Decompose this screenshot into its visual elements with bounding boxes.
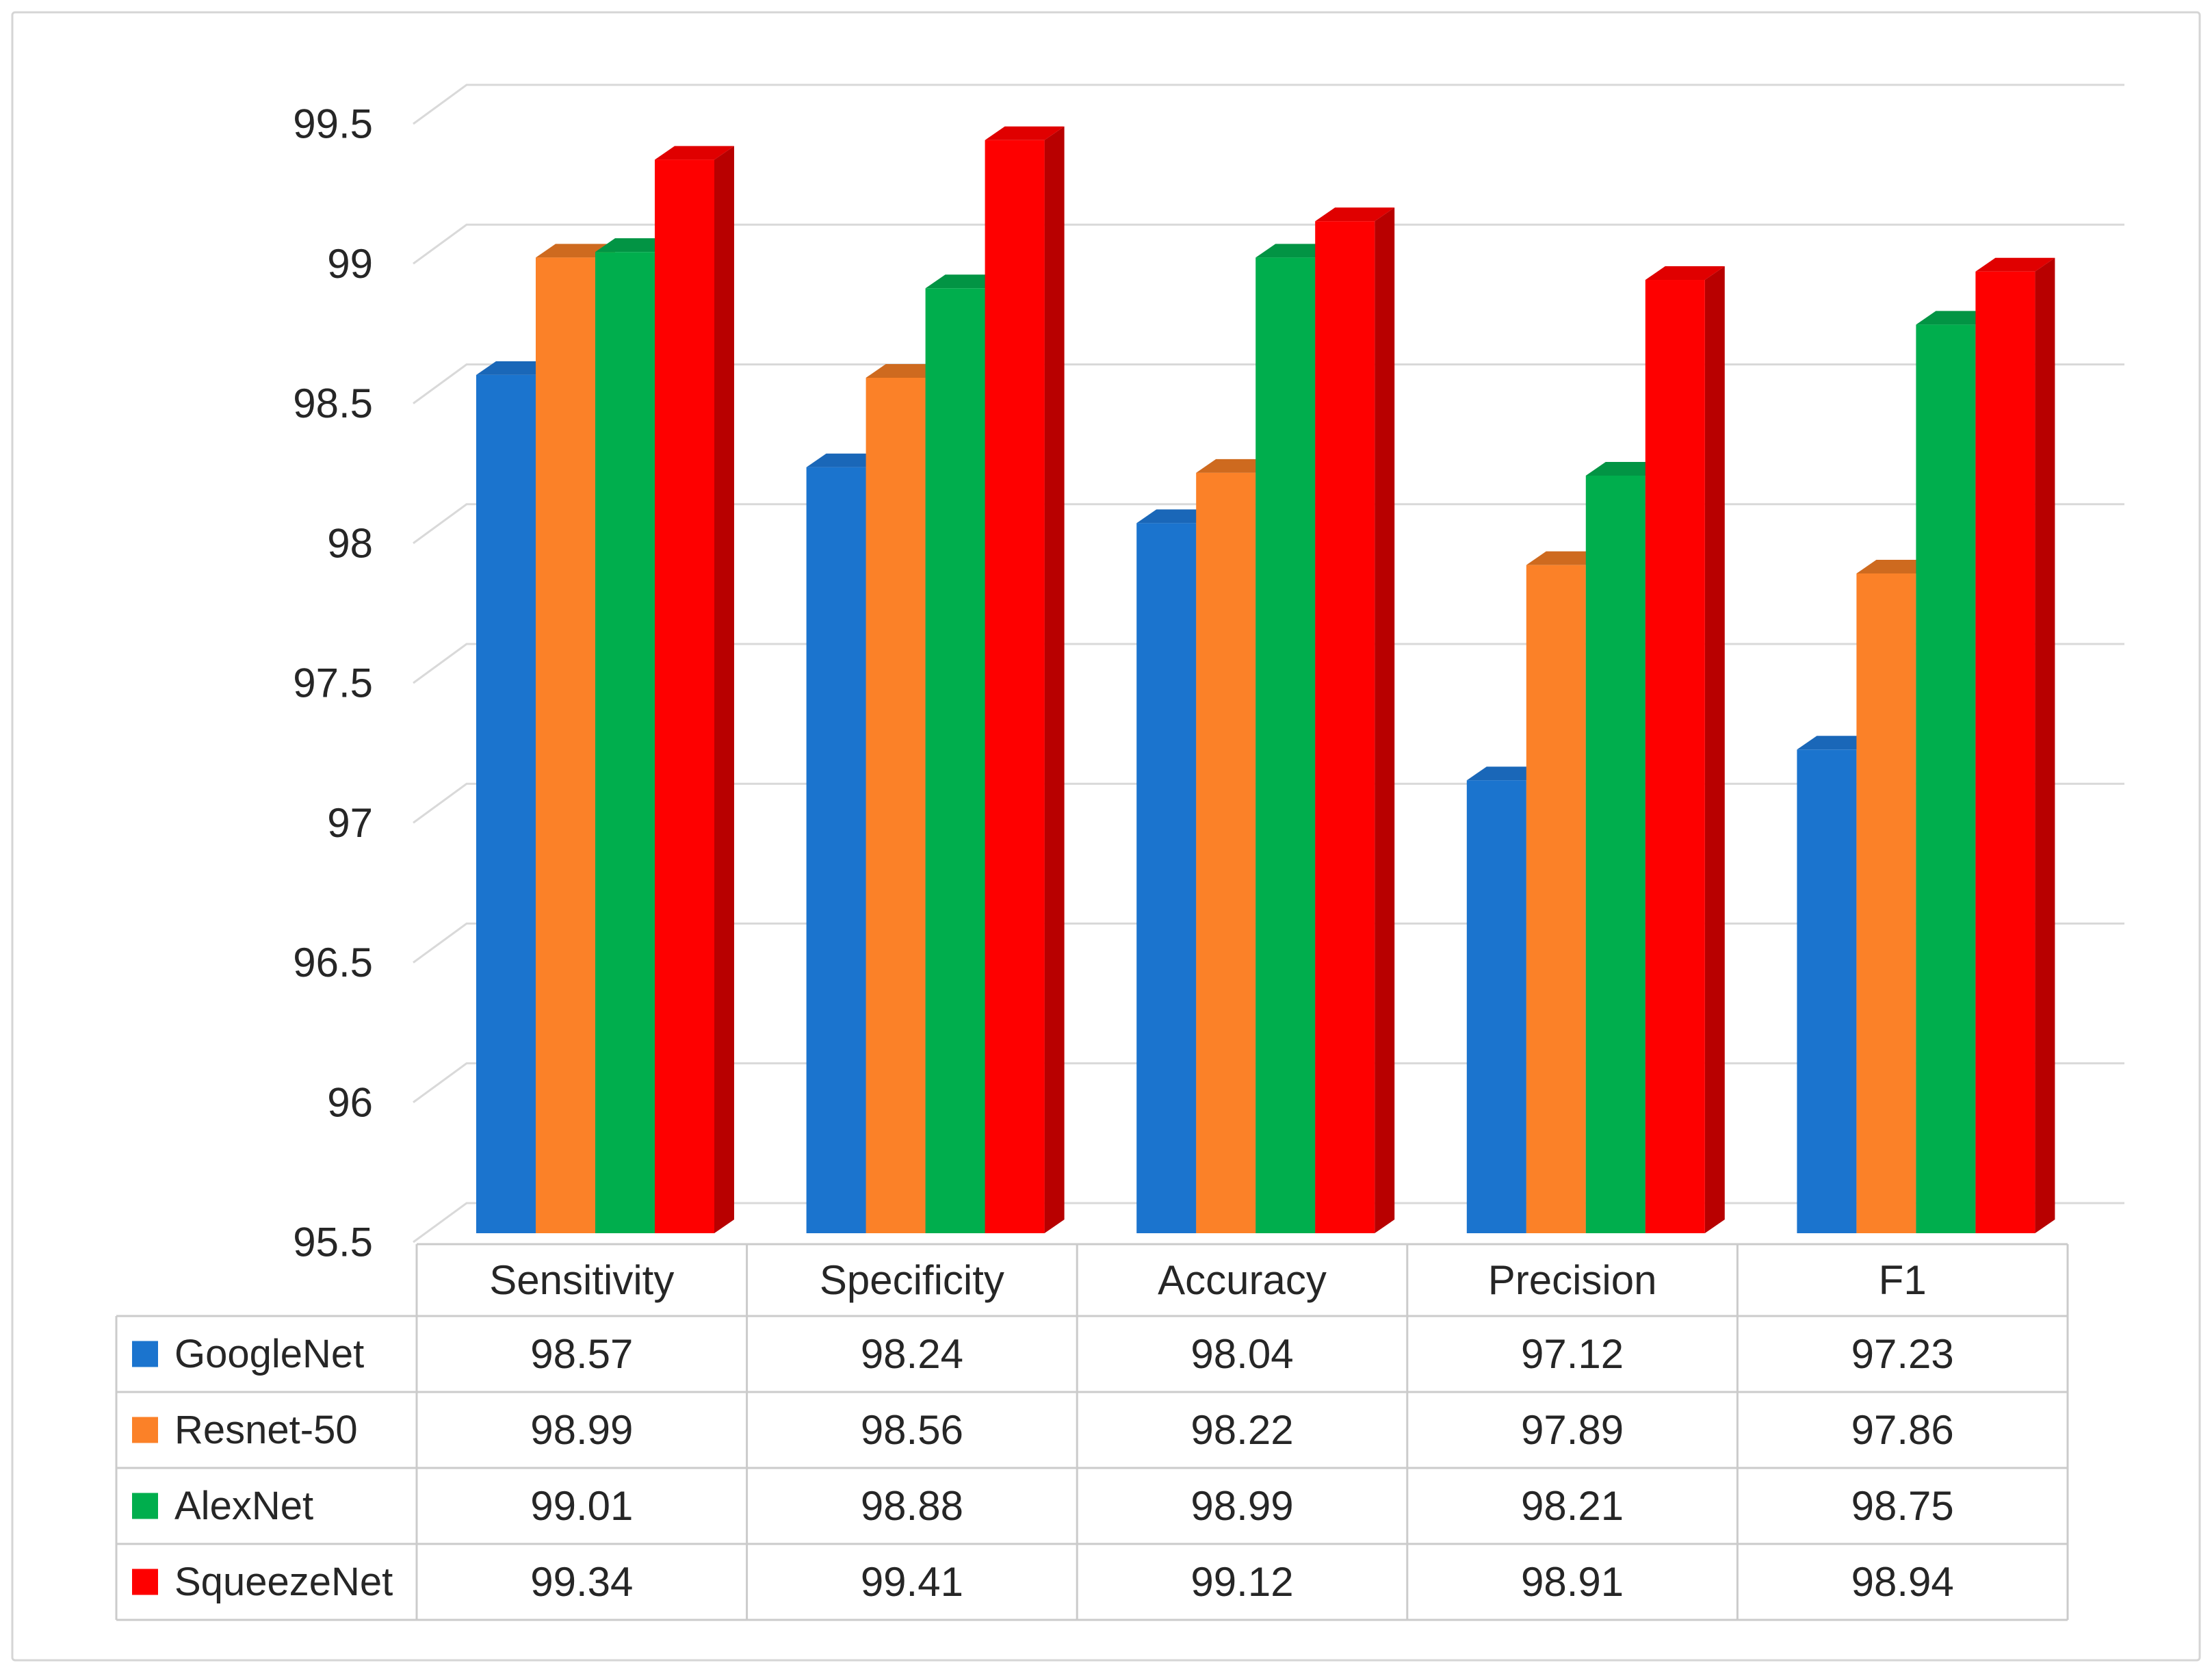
bar-GoogleNet-Precision (1466, 780, 1526, 1233)
bar-Resnet-50-Accuracy (1196, 472, 1256, 1233)
bar-GoogleNet-Specificity (806, 467, 866, 1234)
value-cell-SqueezeNet-Sensitivity: 99.34 (530, 1559, 633, 1605)
bar-side-SqueezeNet-Specificity (1044, 126, 1065, 1233)
bar-side-SqueezeNet-Precision (1704, 266, 1725, 1233)
value-cell-AlexNet-F1: 98.75 (1851, 1483, 1954, 1529)
bar-SqueezeNet-Precision (1645, 280, 1705, 1233)
y-axis-tick-label: 97.5 (293, 660, 373, 706)
bar-SqueezeNet-Specificity (985, 140, 1045, 1233)
legend-swatch-AlexNet (132, 1493, 158, 1519)
value-cell-GoogleNet-Accuracy: 98.04 (1190, 1331, 1293, 1377)
table-header-Precision: Precision (1488, 1257, 1657, 1303)
table-header-Specificity: Specificity (820, 1257, 1004, 1303)
bar-top-SqueezeNet-Precision (1645, 266, 1725, 281)
legend-label-GoogleNet: GoogleNet (174, 1332, 364, 1376)
table-header-F1: F1 (1879, 1257, 1927, 1303)
legend-label-AlexNet: AlexNet (174, 1484, 313, 1528)
value-cell-Resnet-50-Specificity: 98.56 (861, 1407, 963, 1453)
value-cell-GoogleNet-F1: 97.23 (1851, 1331, 1954, 1377)
bar-Resnet-50-Precision (1526, 565, 1586, 1233)
value-cell-Resnet-50-Accuracy: 98.22 (1190, 1407, 1293, 1453)
y-axis-tick-label: 99 (327, 241, 373, 287)
bar-AlexNet-Accuracy (1255, 257, 1316, 1234)
value-cell-SqueezeNet-Precision: 98.91 (1521, 1559, 1624, 1605)
y-axis-tick-label: 95.5 (293, 1220, 373, 1265)
y-axis-tick-label: 96 (327, 1079, 373, 1125)
bar-top-SqueezeNet-Specificity (985, 126, 1065, 140)
bar-SqueezeNet-F1 (1975, 271, 2035, 1233)
bar-GoogleNet-F1 (1797, 749, 1857, 1233)
value-cell-SqueezeNet-Accuracy: 99.12 (1190, 1559, 1293, 1605)
bar-side-SqueezeNet-Accuracy (1375, 207, 1395, 1234)
y-axis-tick-label: 98.5 (293, 381, 373, 426)
value-cell-AlexNet-Accuracy: 98.99 (1190, 1483, 1293, 1529)
bar-GoogleNet-Sensitivity (476, 374, 536, 1233)
bar-top-SqueezeNet-F1 (1975, 257, 2055, 272)
bar-Resnet-50-Sensitivity (536, 257, 595, 1234)
value-cell-GoogleNet-Sensitivity: 98.57 (530, 1331, 633, 1377)
value-cell-SqueezeNet-F1: 98.94 (1851, 1559, 1954, 1605)
bar-top-SqueezeNet-Sensitivity (655, 146, 734, 160)
y-axis-tick-label: 99.5 (293, 101, 373, 147)
legend-swatch-SqueezeNet (132, 1569, 158, 1595)
gridline (413, 503, 2124, 544)
value-cell-GoogleNet-Precision: 97.12 (1521, 1331, 1624, 1377)
bar-Resnet-50-Specificity (866, 377, 926, 1233)
bar-side-SqueezeNet-Sensitivity (714, 146, 734, 1234)
bar-AlexNet-Sensitivity (595, 252, 655, 1233)
bar-side-SqueezeNet-F1 (2035, 257, 2055, 1233)
bar-AlexNet-Specificity (925, 288, 985, 1233)
figure-border (11, 11, 2201, 1662)
value-cell-AlexNet-Specificity: 98.88 (861, 1483, 963, 1529)
legend-label-SqueezeNet: SqueezeNet (174, 1560, 393, 1604)
value-cell-AlexNet-Precision: 98.21 (1521, 1483, 1624, 1529)
y-axis-tick-label: 97 (327, 800, 373, 846)
table-header-Sensitivity: Sensitivity (489, 1257, 674, 1303)
value-cell-Resnet-50-F1: 97.86 (1851, 1407, 1954, 1453)
bar-AlexNet-F1 (1916, 324, 1976, 1233)
legend-label-Resnet-50: Resnet-50 (174, 1408, 358, 1452)
y-axis-tick-label: 96.5 (293, 940, 373, 985)
gridline (413, 223, 2124, 265)
gridline (413, 83, 2124, 125)
value-cell-Resnet-50-Sensitivity: 98.99 (530, 1407, 633, 1453)
table-header-Accuracy: Accuracy (1158, 1257, 1327, 1303)
bar-Resnet-50-F1 (1856, 573, 1916, 1233)
bar-GoogleNet-Accuracy (1136, 523, 1197, 1234)
bar-top-SqueezeNet-Accuracy (1315, 207, 1395, 222)
legend-swatch-Resnet-50 (132, 1417, 158, 1443)
gridline (413, 363, 2124, 404)
value-cell-GoogleNet-Specificity: 98.24 (861, 1331, 963, 1377)
value-cell-SqueezeNet-Specificity: 99.41 (861, 1559, 963, 1605)
y-axis-tick-label: 98 (327, 520, 373, 566)
bar-AlexNet-Precision (1585, 475, 1645, 1233)
legend-swatch-GoogleNet (132, 1341, 158, 1367)
bar-SqueezeNet-Sensitivity (655, 159, 714, 1234)
value-cell-Resnet-50-Precision: 97.89 (1521, 1407, 1624, 1453)
bar-SqueezeNet-Accuracy (1315, 221, 1375, 1234)
value-cell-AlexNet-Sensitivity: 99.01 (530, 1483, 633, 1529)
